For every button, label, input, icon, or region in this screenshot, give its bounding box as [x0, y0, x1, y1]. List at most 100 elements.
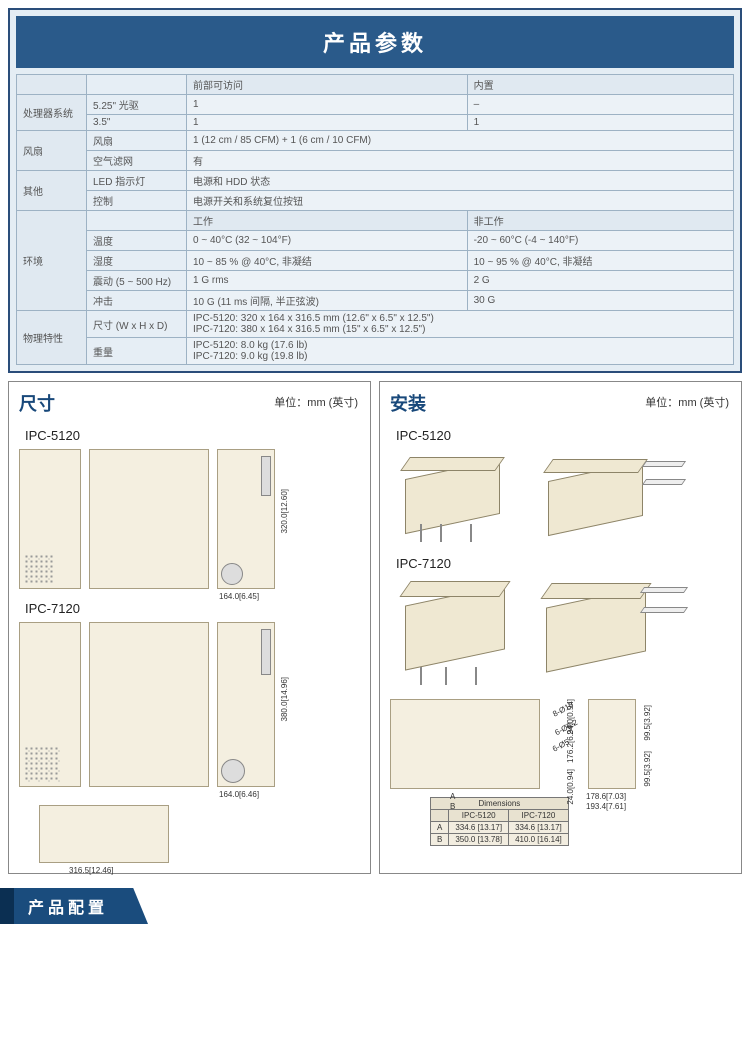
sub-label: 冲击 — [87, 291, 187, 311]
dim-h-7120: 380.0[14.96] — [280, 677, 289, 721]
dim-A: A — [450, 792, 455, 801]
table-row: 风扇 风扇 1 (12 cm / 85 CFM) + 1 (6 cm / 10 … — [17, 131, 734, 151]
table-row: 环境 工作 非工作 — [17, 211, 734, 231]
model-ipc5120: IPC-5120 — [25, 428, 360, 443]
sub-label: 湿度 — [87, 251, 187, 271]
specs-panel: 产品参数 前部可访问 内置 处理器系统 5.25" 光驱 1 – 3.5" 1 … — [8, 8, 742, 373]
ipc7120-iso-2 — [538, 577, 678, 687]
table-row: 3.5" 1 1 — [17, 115, 734, 131]
install-ipc7120: IPC-7120 — [396, 556, 731, 571]
cell: 334.6 [13.17] — [449, 822, 509, 834]
ipc5120-iso-2 — [538, 449, 678, 544]
header-row: 前部可访问 内置 — [17, 75, 734, 95]
cell: 电源开关和系统复位按钮 — [187, 191, 734, 211]
table-row: 湿度 10 ~ 85 % @ 40°C, 非凝结 10 ~ 95 % @ 40°… — [17, 251, 734, 271]
cell: 1 — [187, 115, 468, 131]
table-row: 冲击 10 G (11 ms 间隔, 半正弦波) 30 G — [17, 291, 734, 311]
env-col-working: 工作 — [187, 211, 468, 231]
cell: 有 — [187, 151, 734, 171]
config-section-bar: 产品配置 — [0, 888, 750, 924]
cell: 30 G — [467, 291, 733, 311]
cell: 10 G (11 ms 间隔, 半正弦波) — [187, 291, 468, 311]
install-side-dim — [588, 699, 636, 789]
diagram-row: 尺寸 单位：mm (英寸) IPC-5120 320.0[12.60] 164.… — [8, 381, 742, 874]
ipc5120-iso-row — [390, 449, 731, 544]
col-header-1: 前部可访问 — [187, 75, 468, 95]
cell: 1 — [187, 95, 468, 115]
ipc7120-plan-view — [39, 805, 169, 863]
ipc7120-drawings: 380.0[14.96] 164.0[6.46] — [19, 622, 360, 787]
table-row: 其他 LED 指示灯 电源和 HDD 状态 — [17, 171, 734, 191]
sub-label: 温度 — [87, 231, 187, 251]
ipc5120-front-view — [217, 449, 275, 589]
cell: – — [467, 95, 733, 115]
cell: 10 ~ 95 % @ 40°C, 非凝结 — [467, 251, 733, 271]
table-row: 控制 电源开关和系统复位按钮 — [17, 191, 734, 211]
dim-d-7120: 316.5[12.46] — [69, 866, 113, 875]
ipc5120-iso-1 — [390, 449, 530, 544]
dim-w-5120: 164.0[6.45] — [219, 592, 259, 601]
ipc7120-front-view — [217, 622, 275, 787]
install-ipc5120: IPC-5120 — [396, 428, 731, 443]
sub-label: 风扇 — [87, 131, 187, 151]
cell: 410.0 [16.14] — [509, 834, 569, 846]
specs-table: 前部可访问 内置 处理器系统 5.25" 光驱 1 – 3.5" 1 1 风扇 … — [16, 74, 734, 365]
cell: 1 (12 cm / 85 CFM) + 1 (6 cm / 10 CFM) — [187, 131, 734, 151]
cell: 1 — [467, 115, 733, 131]
dim-h-5120: 320.0[12.60] — [280, 489, 289, 533]
cat-env: 环境 — [17, 211, 87, 311]
sub-label: 3.5" — [87, 115, 187, 131]
table-row: 重量 IPC-5120: 8.0 kg (17.6 lb) IPC-7120: … — [17, 338, 734, 365]
config-title: 产品配置 — [0, 888, 148, 924]
sub-label: 震动 (5 ~ 500 Hz) — [87, 271, 187, 291]
dim-h2: 176.2[6.94] — [566, 723, 575, 763]
install-box: 安装 单位：mm (英寸) IPC-5120 IPC-7120 — [379, 381, 742, 874]
sub-label: 重量 — [87, 338, 187, 365]
sub-label: 空气滤网 — [87, 151, 187, 171]
cell: 1 G rms — [187, 271, 468, 291]
cat-physical: 物理特性 — [17, 311, 87, 365]
dim-w2: 193.4[7.61] — [586, 802, 626, 811]
dimensions-unit: 单位：mm (英寸) — [274, 394, 358, 410]
ipc7120-iso-row — [390, 577, 731, 687]
ipc5120-top-view — [89, 449, 209, 589]
table-row: 温度 0 ~ 40°C (32 ~ 104°F) -20 ~ 60°C (-4 … — [17, 231, 734, 251]
table-row: 空气滤网 有 — [17, 151, 734, 171]
table-row: B 350.0 [13.78] 410.0 [16.14] — [431, 834, 569, 846]
dim-w-7120: 164.0[6.46] — [219, 790, 259, 799]
ipc7120-top-view — [89, 622, 209, 787]
ipc5120-side-view — [19, 449, 81, 589]
cell: 2 G — [467, 271, 733, 291]
cell: 电源和 HDD 状态 — [187, 171, 734, 191]
table-row: 处理器系统 5.25" 光驱 1 – — [17, 95, 734, 115]
cell: IPC-7120 — [509, 810, 569, 822]
sub-label: 5.25" 光驱 — [87, 95, 187, 115]
model-ipc7120: IPC-7120 — [25, 601, 360, 616]
sub-label: LED 指示灯 — [87, 171, 187, 191]
cell: 350.0 [13.78] — [449, 834, 509, 846]
env-col-nonworking: 非工作 — [467, 211, 733, 231]
dimensions-box: 尺寸 单位：mm (英寸) IPC-5120 320.0[12.60] 164.… — [8, 381, 371, 874]
table-row: 震动 (5 ~ 500 Hz) 1 G rms 2 G — [17, 271, 734, 291]
dim-h5: 99.5[3.92] — [643, 751, 652, 787]
table-row: A 334.6 [13.17] 334.6 [13.17] — [431, 822, 569, 834]
ipc7120-iso-1 — [390, 577, 530, 687]
cat-other: 其他 — [17, 171, 87, 211]
cell: 334.6 [13.17] — [509, 822, 569, 834]
ipc5120-drawings: 320.0[12.60] 164.0[6.45] — [19, 449, 360, 589]
cell: -20 ~ 60°C (-4 ~ 140°F) — [467, 231, 733, 251]
dim-B: B — [450, 802, 455, 811]
install-top-dim — [390, 699, 540, 789]
install-unit: 单位：mm (英寸) — [645, 394, 729, 410]
cell: IPC-5120 — [449, 810, 509, 822]
cell: 0 ~ 40°C (32 ~ 104°F) — [187, 231, 468, 251]
col-header-2: 内置 — [467, 75, 733, 95]
ipc7120-side-view — [19, 622, 81, 787]
dim-h3: 24.0[0.94] — [566, 769, 575, 805]
cell — [431, 810, 449, 822]
cell: B — [431, 834, 449, 846]
table-row: 物理特性 尺寸 (W x H x D) IPC-5120: 320 x 164 … — [17, 311, 734, 338]
cell: 10 ~ 85 % @ 40°C, 非凝结 — [187, 251, 468, 271]
cat-processor: 处理器系统 — [17, 95, 87, 131]
cat-fan: 风扇 — [17, 131, 87, 171]
